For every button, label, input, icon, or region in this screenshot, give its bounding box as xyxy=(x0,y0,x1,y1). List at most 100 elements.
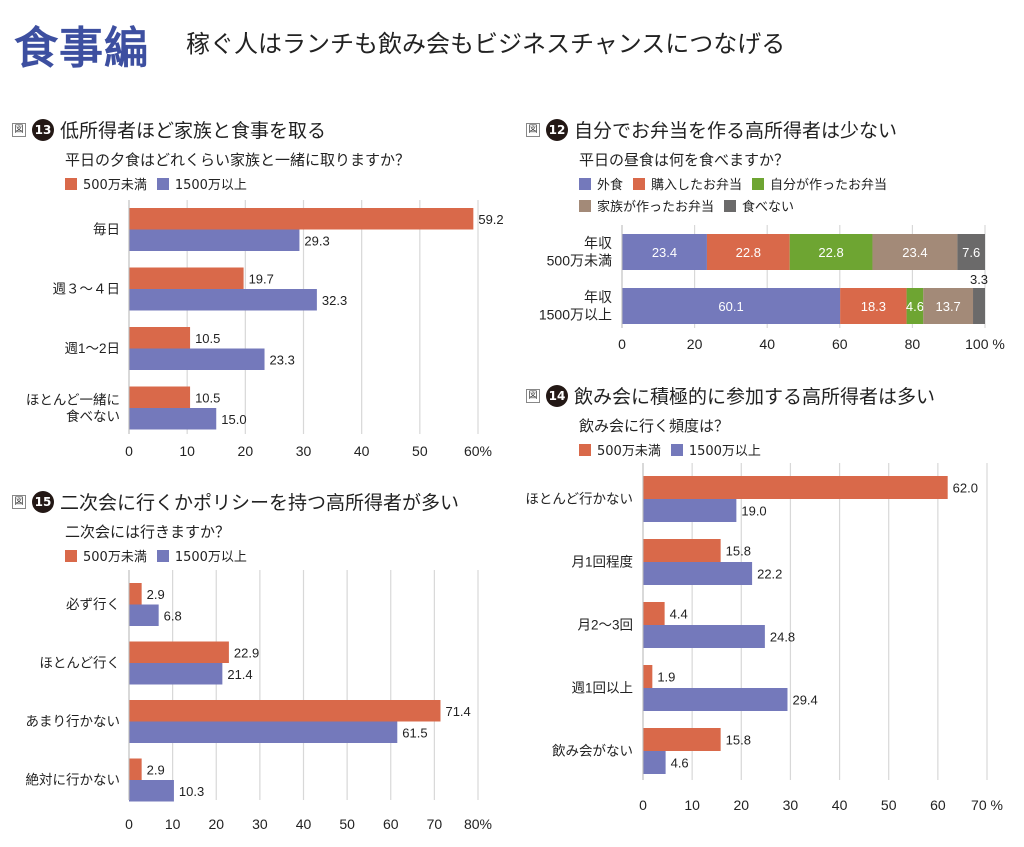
legend-label: 1500万以上 xyxy=(174,550,247,565)
data-label: 19.0 xyxy=(741,504,766,519)
category-label: ほとんど行く xyxy=(39,656,120,671)
x-tick-label: 20 xyxy=(208,816,224,832)
bar xyxy=(129,348,265,370)
category-label: 絶対に行かない xyxy=(26,773,121,788)
bar xyxy=(129,758,142,780)
chart-title: 低所得者ほど家族と食事を取る xyxy=(60,120,327,142)
legend-label: 自分が作ったお弁当 xyxy=(770,178,888,193)
category-label: 月2～3回 xyxy=(577,618,633,633)
x-tick-label: 80% xyxy=(464,816,492,832)
category-label: 食べない xyxy=(66,408,120,424)
data-label: 22.8 xyxy=(818,245,843,260)
legend-label: 1500万以上 xyxy=(688,444,761,459)
legend-label: 1500万以上 xyxy=(174,178,247,193)
x-tick-label: 10 xyxy=(179,443,195,459)
bar-segment xyxy=(840,288,907,324)
data-label: 21.4 xyxy=(227,667,252,682)
legend-swatch xyxy=(156,177,169,190)
figure-number-badge: 13 xyxy=(32,118,54,141)
x-tick-label: 0 xyxy=(125,443,133,459)
legend-label: 500万未満 xyxy=(597,444,661,459)
bar xyxy=(129,700,441,722)
x-tick-label: 40 xyxy=(296,816,312,832)
fig14-header: 図 14 飲み会に積極的に参加する高所得者は多い 飲み会に行く頻度は？ 500万… xyxy=(526,382,935,462)
bar xyxy=(643,751,666,774)
bar-segment xyxy=(957,234,985,270)
x-tick-label: 0 xyxy=(639,797,647,813)
bar-segment xyxy=(872,234,958,270)
x-tick-label: 60 xyxy=(832,336,848,352)
x-tick-label: 0 xyxy=(125,816,133,832)
legend-item: 500万未満 xyxy=(65,546,147,565)
legend-label: 外食 xyxy=(597,178,624,193)
fig13-header: 図 13 低所得者ほど家族と食事を取る 平日の夕食はどれくらい家族と一緒に取りま… xyxy=(12,116,410,196)
data-label: 15.8 xyxy=(726,544,751,559)
category-label: あまり行かない xyxy=(26,714,121,729)
legend-label: 500万未満 xyxy=(83,178,147,193)
bar xyxy=(129,327,191,349)
chart-title: 二次会に行くかポリシーを持つ高所得者が多い xyxy=(60,492,460,514)
category-label: ほとんど一緒に xyxy=(26,392,120,407)
data-label: 4.6 xyxy=(671,756,689,771)
legend-item: 家族が作ったお弁当 xyxy=(579,196,714,215)
legend-label: 500万未満 xyxy=(83,550,147,565)
x-tick-label: 0 xyxy=(618,336,626,352)
x-tick-label: 100 % xyxy=(965,336,1005,352)
x-tick-label: 40 xyxy=(759,336,775,352)
legend-item: 1500万以上 xyxy=(156,174,247,193)
legend-item: 1500万以上 xyxy=(670,440,761,459)
figure-label: 図 xyxy=(12,494,26,509)
bar xyxy=(643,562,753,585)
bar xyxy=(129,641,229,663)
data-label: 4.4 xyxy=(670,607,688,622)
data-label: 29.4 xyxy=(792,693,817,708)
bar xyxy=(643,539,721,562)
data-label: 22.2 xyxy=(757,567,782,582)
category-label: 毎日 xyxy=(93,222,120,237)
category-label: 年収 xyxy=(584,289,612,305)
page-title: 食事編 xyxy=(14,23,149,74)
chart-legend: 500万未満 1500万以上 xyxy=(65,174,410,196)
data-label: 29.3 xyxy=(304,233,329,248)
x-tick-label: 80 xyxy=(905,336,921,352)
legend-swatch xyxy=(579,443,591,456)
bar xyxy=(129,289,317,311)
x-tick-label: 30 xyxy=(252,816,268,832)
chart-question: 飲み会に行く頻度は？ xyxy=(579,417,730,435)
x-tick-label: 50 xyxy=(412,443,428,459)
figure-label: 図 xyxy=(526,122,540,137)
data-label: 18.3 xyxy=(861,299,886,314)
bar xyxy=(643,728,721,751)
bar-segment xyxy=(973,288,985,324)
chart-legend: 500万未満 1500万以上 xyxy=(65,546,459,568)
data-label: 15.0 xyxy=(221,412,246,427)
figure-label: 図 xyxy=(526,388,540,403)
data-label: 10.5 xyxy=(195,390,220,405)
bar-segment xyxy=(789,234,873,270)
legend-item: 外食 xyxy=(579,174,623,193)
legend-label: 購入したお弁当 xyxy=(651,178,743,193)
bar xyxy=(129,780,174,802)
x-tick-label: 60 xyxy=(930,797,946,813)
page-subtitle: 稼ぐ人はランチも飲み会もビジネスチャンスにつなげる xyxy=(186,30,786,58)
chart-title: 飲み会に積極的に参加する高所得者は多い xyxy=(574,386,936,408)
legend-swatch xyxy=(579,199,591,212)
category-label: 飲み会がない xyxy=(552,744,633,759)
data-label: 23.3 xyxy=(270,352,295,367)
data-label: 4.6 xyxy=(906,299,924,314)
bar xyxy=(129,267,244,289)
data-label: 71.4 xyxy=(445,704,470,719)
x-tick-label: 50 xyxy=(339,816,355,832)
chart-question: 二次会には行きますか？ xyxy=(65,523,231,541)
fig15-header: 図 15 二次会に行くかポリシーを持つ高所得者が多い 二次会には行きますか？ 5… xyxy=(12,488,459,568)
x-tick-label: 20 xyxy=(733,797,749,813)
data-label: 3.3 xyxy=(970,272,988,287)
x-tick-label: 50 xyxy=(881,797,897,813)
legend-swatch xyxy=(579,177,591,190)
bar xyxy=(129,604,159,626)
bar-segment xyxy=(706,234,790,270)
legend-swatch xyxy=(65,549,77,562)
category-label: 500万未満 xyxy=(547,253,612,269)
data-label: 2.9 xyxy=(147,762,165,777)
category-label: 月1回程度 xyxy=(571,555,633,570)
